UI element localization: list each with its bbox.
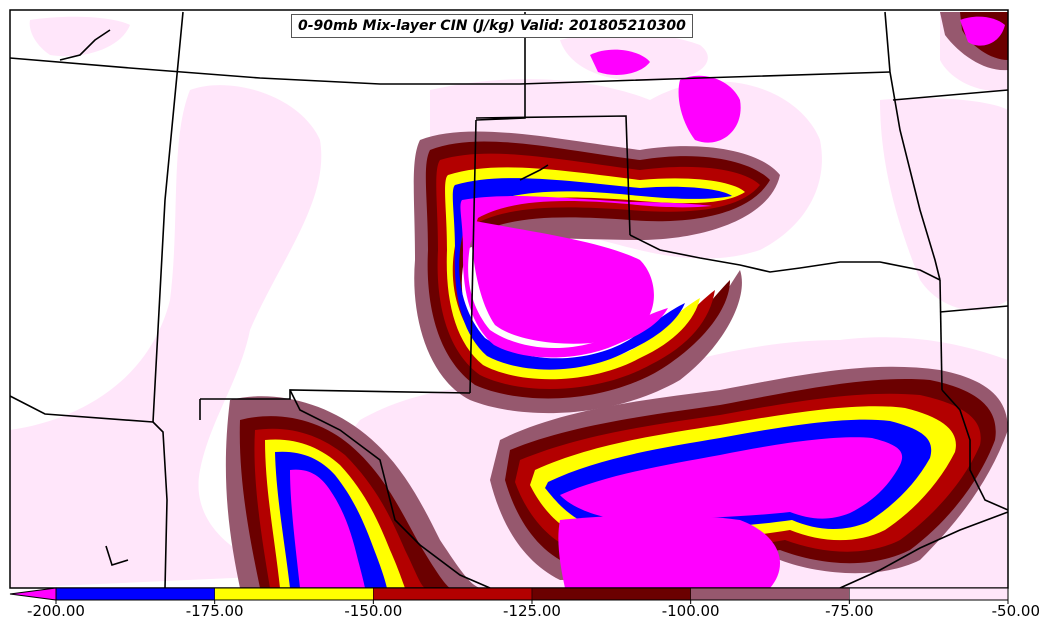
lake-outline	[519, 164, 549, 181]
map-title: 0-90mb Mix-layer CIN (J/kg) Valid: 20180…	[291, 14, 693, 38]
border-ok-panhandle	[475, 115, 631, 236]
colorbar-bin	[373, 587, 533, 601]
border-mo-ar	[892, 89, 1009, 101]
border-ok-ar	[889, 71, 941, 281]
colorbar-tick-label: -125.00	[503, 602, 561, 620]
border-ks-mo	[884, 11, 891, 73]
colorbar-bin	[214, 587, 374, 601]
border-red-river	[629, 234, 941, 281]
colorbar-tick-label: -175.00	[185, 602, 244, 620]
colorbar-bin	[849, 587, 1009, 601]
border-sabine	[941, 389, 1009, 511]
cin-fill-magenta	[290, 16, 1005, 588]
colorbar-tick-label: -75.00	[825, 602, 874, 620]
colorbar-bin	[55, 587, 215, 601]
border-az-lower	[152, 421, 168, 589]
border-az-mexico	[9, 395, 154, 423]
border-ar-la	[939, 305, 1009, 313]
state-boundaries	[9, 11, 1009, 589]
colorbar-tick-label: -50.00	[991, 602, 1040, 620]
colorbar-tick-label: -200.00	[27, 602, 85, 620]
border-az-nm	[152, 11, 184, 423]
colorbar-tick-label: -150.00	[344, 602, 403, 620]
colorbar	[9, 587, 1009, 604]
border-northern	[9, 57, 891, 85]
border-nm-mexico	[200, 389, 471, 400]
colorbar-extend-triangle	[9, 587, 57, 601]
cin-field	[10, 12, 1008, 588]
border-nm-tx	[469, 119, 477, 394]
river-colorado	[59, 29, 111, 61]
colorbar-bin	[531, 587, 691, 601]
colorbar-bin	[690, 587, 850, 601]
coastline-gulf-california	[105, 545, 129, 567]
colorbar-tick-label: -100.00	[661, 602, 720, 620]
coastline-gulf	[839, 511, 1009, 589]
border-tx-la	[939, 279, 943, 391]
border-rio-grande	[289, 389, 491, 589]
